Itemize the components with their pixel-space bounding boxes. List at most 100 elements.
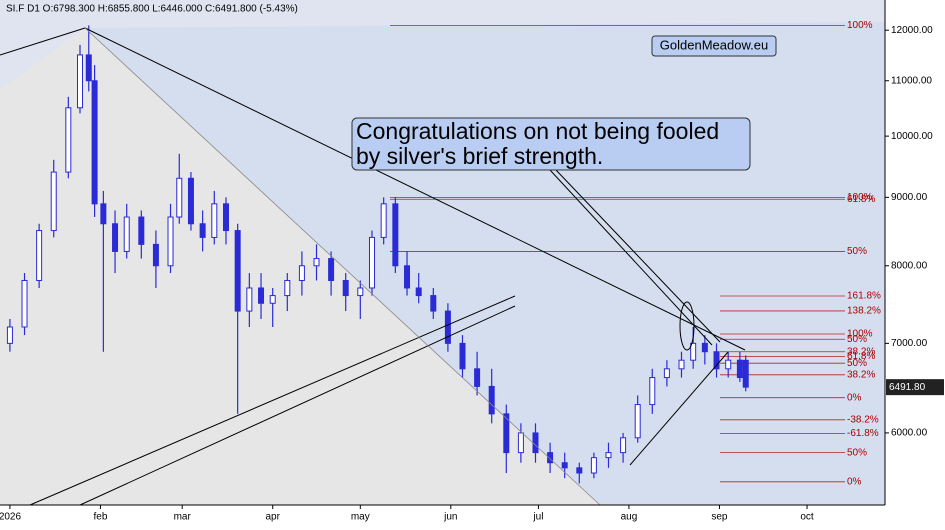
fib-label: -38.2% <box>847 414 879 425</box>
plot <box>6 24 845 484</box>
candle-body <box>123 216 130 252</box>
candle-body <box>713 351 720 370</box>
candle-body <box>199 223 206 238</box>
candle-body <box>620 437 627 454</box>
y-tick-label: 8000.00 <box>891 260 928 271</box>
candle-body <box>415 287 422 297</box>
candle-body <box>152 243 159 267</box>
fib-label: 38.2% <box>847 369 875 380</box>
price-tag <box>886 379 944 396</box>
chart-title: SI.F D1 O:6798.300 H:6855.800 L:6446.000… <box>6 4 298 15</box>
fib-label: 100% <box>847 329 873 340</box>
fib-label: 61.8% <box>847 194 875 205</box>
x-tick-label: feb <box>93 512 107 523</box>
candle-body <box>36 230 43 281</box>
x-tick-label: oct <box>800 512 814 523</box>
price-label: 6491.80 <box>889 382 926 393</box>
candle-body <box>112 223 119 252</box>
trendline <box>84 27 601 506</box>
candle-body <box>547 452 554 464</box>
fib-label: 50% <box>847 334 867 345</box>
candle-body <box>284 279 291 297</box>
trendline <box>629 351 729 466</box>
y-tick-label: 7000.00 <box>891 338 928 349</box>
candle-body <box>77 54 84 109</box>
candle-body <box>368 236 375 289</box>
trendline <box>84 27 746 351</box>
pointer <box>555 169 721 343</box>
candle-body <box>380 203 387 238</box>
candle-body <box>222 203 229 232</box>
callout-text: Congratulations on not being fooled <box>356 118 719 144</box>
fib-label: 50% <box>847 246 867 257</box>
candle-body <box>167 216 174 267</box>
pointer <box>549 169 713 346</box>
candle-body <box>404 265 411 289</box>
fib-label: 50% <box>847 358 867 369</box>
candle-body <box>678 359 685 370</box>
fib-label: 161.8% <box>847 291 881 302</box>
candle-body <box>65 107 72 173</box>
candle-body <box>21 279 28 328</box>
candle-body <box>392 203 399 267</box>
x-tick-label: apr <box>265 512 280 523</box>
watermark-box <box>651 35 777 57</box>
y-tick-label: 6000.00 <box>891 428 928 439</box>
x-tick-label: may <box>351 512 370 523</box>
watermark: GoldenMeadow.eu <box>660 37 768 52</box>
candle-body <box>736 359 743 379</box>
candle-body <box>258 287 265 304</box>
callout-box <box>351 117 751 171</box>
candle-body <box>576 467 583 474</box>
candle-body <box>91 80 98 205</box>
candle-body <box>357 287 364 297</box>
candle-body <box>663 368 670 379</box>
candle-body <box>532 432 539 454</box>
y-tick-label: 12000.00 <box>891 25 933 36</box>
candle-body <box>561 462 568 469</box>
y-tick-label: 11000.00 <box>891 75 932 86</box>
trendline <box>0 27 86 56</box>
candle-body <box>328 258 335 281</box>
candle-body <box>6 326 13 344</box>
candle-body <box>246 287 253 312</box>
candle-body <box>742 359 749 388</box>
candle-body <box>444 310 451 344</box>
candle-body <box>590 457 597 474</box>
candle-body <box>313 258 320 267</box>
candle-body <box>50 171 57 232</box>
fib-label: -61.8% <box>847 428 879 439</box>
fib-label: 50% <box>847 447 867 458</box>
fib-label: 100% <box>847 20 873 31</box>
candle-body <box>138 216 145 245</box>
candle-body <box>649 377 656 406</box>
candle-body <box>187 177 194 225</box>
candle-body <box>298 265 305 281</box>
x-tick-label: aug <box>621 512 638 523</box>
trendline <box>79 305 516 506</box>
fib-label: 0% <box>847 392 862 403</box>
fib-label: 38.2% <box>847 346 875 357</box>
y-tick-label: 9000.00 <box>891 192 928 203</box>
x-tick-label: mar <box>174 512 192 523</box>
y-tick-label: 10000.00 <box>891 131 933 142</box>
x-tick-label: 2026 <box>0 512 21 523</box>
x-tick-label: jul <box>532 512 543 523</box>
candle-body <box>690 342 697 361</box>
candle-body <box>474 368 481 387</box>
candle-body <box>503 413 510 454</box>
candle-body <box>459 342 466 370</box>
candle-body <box>211 203 218 238</box>
candle-body <box>85 54 92 82</box>
candle-body <box>701 342 708 353</box>
callout-text: by silver's brief strength. <box>356 143 603 169</box>
candle-body <box>269 295 276 304</box>
x-tick-label: jun <box>443 512 457 523</box>
fib-label: 61.8% <box>847 351 875 362</box>
candle-body <box>725 359 732 370</box>
x-tick-label: sep <box>711 512 728 523</box>
candle-body <box>176 177 183 218</box>
candle-body <box>605 452 612 459</box>
trendline <box>29 295 516 506</box>
